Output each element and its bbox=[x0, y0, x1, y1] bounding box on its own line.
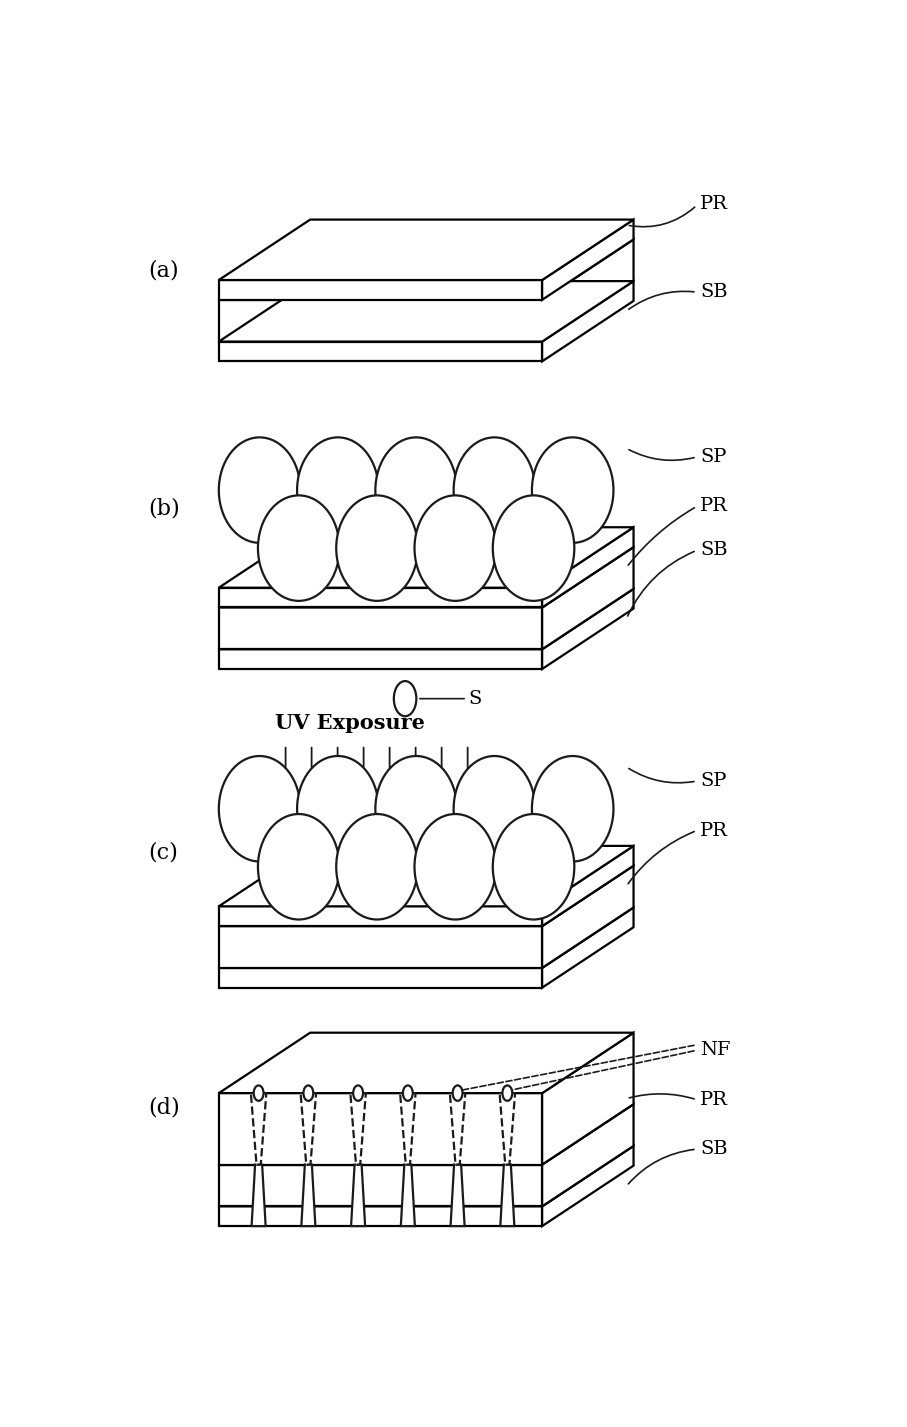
Ellipse shape bbox=[258, 813, 339, 919]
Polygon shape bbox=[219, 220, 634, 280]
Polygon shape bbox=[219, 300, 542, 341]
Polygon shape bbox=[219, 1206, 542, 1226]
Ellipse shape bbox=[375, 437, 457, 542]
Text: PR: PR bbox=[700, 498, 728, 515]
Text: (a): (a) bbox=[149, 260, 180, 281]
Polygon shape bbox=[219, 527, 634, 588]
Text: (c): (c) bbox=[149, 842, 179, 863]
Polygon shape bbox=[301, 1164, 316, 1226]
Ellipse shape bbox=[336, 495, 418, 601]
Polygon shape bbox=[219, 1104, 634, 1164]
Polygon shape bbox=[219, 588, 542, 608]
Polygon shape bbox=[219, 281, 634, 341]
Text: (b): (b) bbox=[149, 498, 180, 519]
Polygon shape bbox=[219, 589, 634, 649]
Text: SB: SB bbox=[700, 1140, 728, 1159]
Text: S: S bbox=[468, 689, 482, 708]
Ellipse shape bbox=[297, 756, 378, 862]
Polygon shape bbox=[542, 589, 634, 669]
Polygon shape bbox=[500, 1093, 515, 1164]
Polygon shape bbox=[501, 1164, 514, 1226]
Ellipse shape bbox=[493, 495, 574, 601]
Polygon shape bbox=[542, 1104, 634, 1206]
Circle shape bbox=[254, 1086, 264, 1100]
Ellipse shape bbox=[219, 437, 300, 542]
Ellipse shape bbox=[493, 813, 574, 919]
Ellipse shape bbox=[454, 437, 535, 542]
Polygon shape bbox=[219, 926, 542, 968]
Polygon shape bbox=[219, 846, 634, 906]
Polygon shape bbox=[219, 1146, 634, 1206]
Polygon shape bbox=[219, 1093, 542, 1164]
Ellipse shape bbox=[258, 495, 339, 601]
Polygon shape bbox=[450, 1093, 465, 1164]
Polygon shape bbox=[451, 1164, 464, 1226]
Polygon shape bbox=[219, 1033, 634, 1093]
Polygon shape bbox=[400, 1093, 415, 1164]
Text: PR: PR bbox=[700, 195, 728, 213]
Polygon shape bbox=[219, 1164, 542, 1206]
Polygon shape bbox=[219, 649, 542, 669]
Polygon shape bbox=[219, 547, 634, 608]
Polygon shape bbox=[251, 1093, 267, 1164]
Polygon shape bbox=[542, 1033, 634, 1164]
Polygon shape bbox=[350, 1093, 366, 1164]
Circle shape bbox=[403, 1086, 413, 1100]
Ellipse shape bbox=[336, 813, 418, 919]
Circle shape bbox=[353, 1086, 363, 1100]
Ellipse shape bbox=[532, 437, 613, 542]
Polygon shape bbox=[219, 341, 542, 361]
Polygon shape bbox=[542, 547, 634, 649]
Text: SP: SP bbox=[700, 448, 727, 467]
Text: SB: SB bbox=[700, 283, 728, 301]
Polygon shape bbox=[219, 968, 542, 987]
Ellipse shape bbox=[414, 813, 496, 919]
Polygon shape bbox=[542, 527, 634, 608]
Polygon shape bbox=[542, 908, 634, 987]
Ellipse shape bbox=[375, 756, 457, 862]
Circle shape bbox=[304, 1086, 313, 1100]
Ellipse shape bbox=[219, 756, 300, 862]
Circle shape bbox=[394, 681, 416, 716]
Circle shape bbox=[502, 1086, 512, 1100]
Text: SP: SP bbox=[700, 772, 727, 791]
Text: PR: PR bbox=[700, 1090, 728, 1109]
Polygon shape bbox=[542, 220, 634, 300]
Ellipse shape bbox=[414, 495, 496, 601]
Polygon shape bbox=[219, 608, 542, 649]
Polygon shape bbox=[351, 1164, 366, 1226]
Polygon shape bbox=[542, 281, 634, 361]
Circle shape bbox=[453, 1086, 463, 1100]
Polygon shape bbox=[300, 1093, 316, 1164]
Text: UV Exposure: UV Exposure bbox=[275, 714, 424, 733]
Polygon shape bbox=[542, 846, 634, 926]
Polygon shape bbox=[219, 906, 542, 926]
Polygon shape bbox=[542, 1146, 634, 1226]
Ellipse shape bbox=[532, 756, 613, 862]
Polygon shape bbox=[401, 1164, 414, 1226]
Text: (d): (d) bbox=[149, 1096, 180, 1119]
Polygon shape bbox=[542, 240, 634, 341]
Text: PR: PR bbox=[700, 822, 728, 839]
Ellipse shape bbox=[454, 756, 535, 862]
Ellipse shape bbox=[297, 437, 378, 542]
Text: SB: SB bbox=[700, 541, 728, 559]
Polygon shape bbox=[251, 1164, 266, 1226]
Polygon shape bbox=[219, 908, 634, 968]
Text: NF: NF bbox=[700, 1042, 731, 1059]
Polygon shape bbox=[219, 866, 634, 926]
Polygon shape bbox=[542, 866, 634, 968]
Polygon shape bbox=[219, 280, 542, 300]
Polygon shape bbox=[219, 240, 634, 300]
